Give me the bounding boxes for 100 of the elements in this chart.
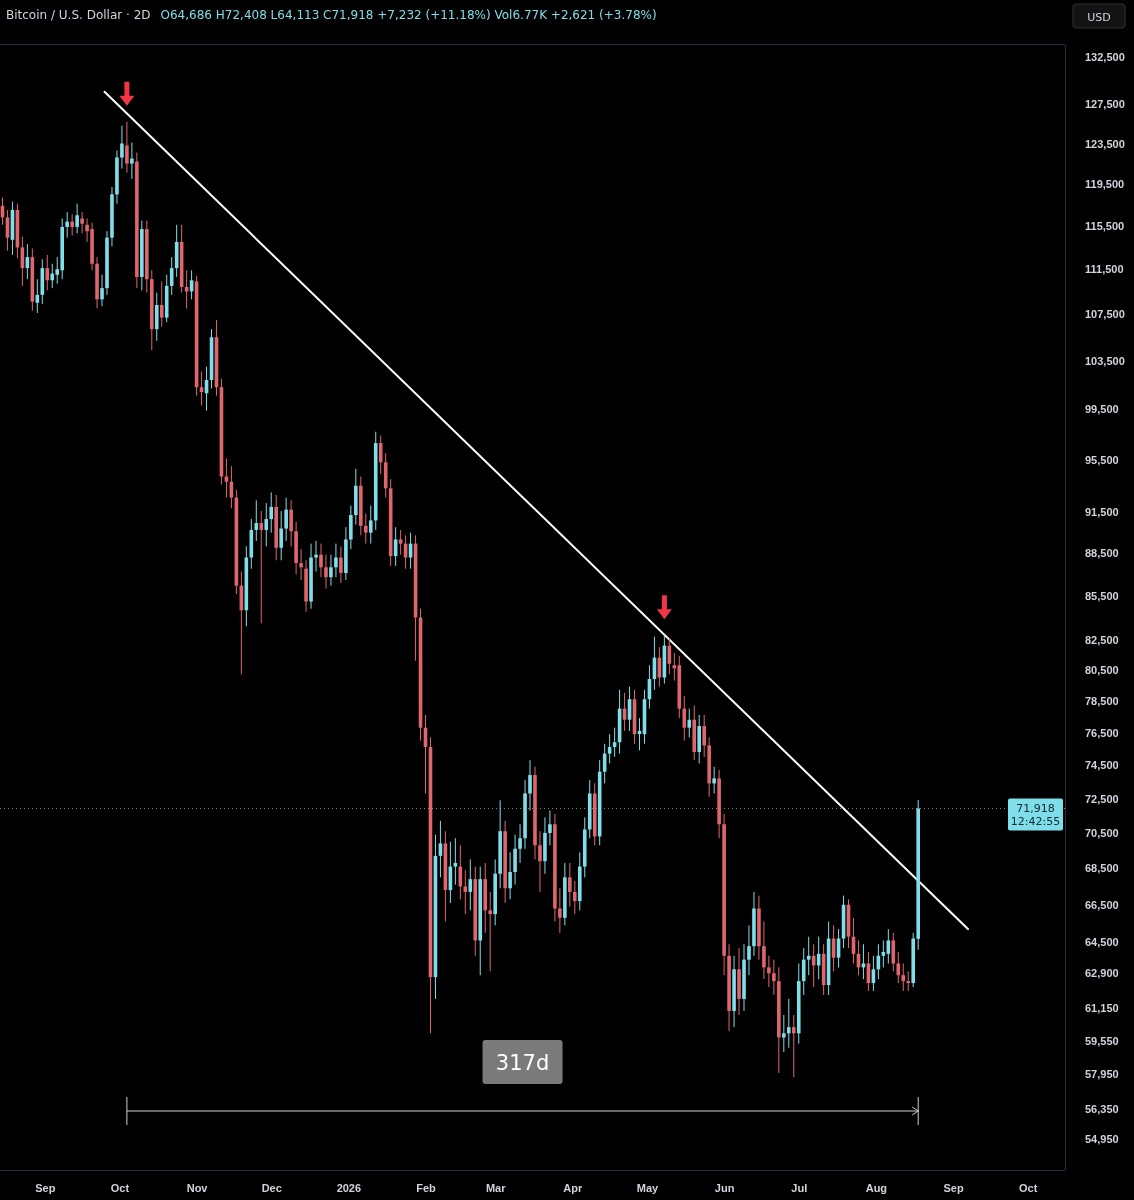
candlestick bbox=[747, 924, 751, 976]
y-tick-label: 78,500 bbox=[1085, 694, 1119, 707]
candlestick bbox=[159, 280, 164, 328]
candlestick bbox=[70, 213, 74, 236]
candlestick bbox=[762, 921, 766, 980]
x-tick-label: Feb bbox=[416, 1181, 437, 1194]
candlestick bbox=[772, 959, 776, 996]
x-tick-label: 2026 bbox=[336, 1181, 362, 1194]
y-tick-label: 103,500 bbox=[1085, 354, 1125, 367]
candlestick bbox=[791, 1014, 796, 1078]
candlestick bbox=[45, 254, 50, 291]
candlestick bbox=[453, 837, 458, 886]
candlestick bbox=[573, 880, 577, 915]
candlestick bbox=[339, 545, 343, 584]
y-tick-label: 61,150 bbox=[1085, 1001, 1119, 1014]
candlestick bbox=[334, 543, 338, 578]
y-tick-label: 123,500 bbox=[1085, 137, 1125, 150]
y-tick-label: 54,950 bbox=[1085, 1133, 1119, 1146]
y-tick-label: 99,500 bbox=[1085, 403, 1119, 416]
y-tick-label: 91,500 bbox=[1085, 506, 1119, 519]
x-tick-label: Jul bbox=[791, 1181, 808, 1194]
candlestick bbox=[125, 121, 129, 174]
candlestick bbox=[259, 510, 264, 624]
y-tick-label: 107,500 bbox=[1085, 308, 1125, 321]
candlestick bbox=[782, 1014, 786, 1053]
x-tick-label: Oct bbox=[1019, 1181, 1038, 1194]
candlestick bbox=[289, 499, 293, 547]
candlestick bbox=[378, 434, 383, 475]
y-tick-label: 57,950 bbox=[1085, 1068, 1119, 1081]
y-tick-label: 64,500 bbox=[1085, 936, 1119, 949]
y-tick-label: 111,500 bbox=[1085, 263, 1124, 276]
candlestick bbox=[906, 970, 911, 992]
candlestick bbox=[687, 708, 692, 738]
x-tick-label: Nov bbox=[186, 1181, 209, 1194]
candlestick bbox=[75, 203, 79, 234]
candlestick bbox=[50, 263, 55, 289]
candlestick bbox=[513, 834, 517, 886]
y-tick-label: 74,500 bbox=[1085, 759, 1119, 772]
y-tick-label: 59,550 bbox=[1085, 1034, 1119, 1047]
annotation: 317d bbox=[495, 1051, 550, 1075]
x-tick-label: Mar bbox=[485, 1181, 507, 1194]
candlestick bbox=[120, 125, 124, 170]
chart-title: Bitcoin / U.S. Dollar · 2D bbox=[6, 8, 151, 22]
y-tick-label: 115,500 bbox=[1085, 219, 1125, 232]
y-tick-label: 80,500 bbox=[1085, 663, 1119, 676]
candlestick bbox=[508, 851, 512, 900]
candlestick bbox=[284, 497, 288, 542]
candlestick bbox=[269, 491, 274, 534]
candlestick bbox=[65, 211, 69, 239]
x-tick-label: Sep bbox=[943, 1181, 964, 1194]
candlestick bbox=[363, 513, 368, 545]
ref-line-label: 71,918 bbox=[1016, 802, 1055, 816]
candlestick bbox=[702, 714, 706, 758]
y-tick-label: 88,500 bbox=[1085, 547, 1119, 560]
candlestick bbox=[130, 142, 134, 180]
candlestick bbox=[548, 809, 552, 846]
candlestick bbox=[254, 499, 259, 542]
x-tick-label: Oct bbox=[110, 1181, 130, 1194]
candlestick bbox=[568, 862, 572, 908]
candlestick bbox=[806, 936, 811, 976]
y-tick-label: 119,500 bbox=[1085, 178, 1125, 191]
annotation: 12:42:55 bbox=[1010, 815, 1061, 829]
candlestick bbox=[767, 955, 771, 988]
candlestick bbox=[264, 502, 269, 547]
candlestick bbox=[558, 887, 562, 934]
candlestick bbox=[801, 947, 806, 996]
y-tick-label: 76,500 bbox=[1085, 726, 1119, 739]
candlestick bbox=[528, 759, 532, 811]
y-tick-label: 66,500 bbox=[1085, 898, 1119, 911]
y-tick-label: 68,500 bbox=[1085, 862, 1119, 875]
candlestick bbox=[329, 554, 333, 587]
candlestick bbox=[712, 766, 716, 794]
candlestick bbox=[538, 830, 542, 893]
y-tick-label: 72,500 bbox=[1085, 792, 1119, 805]
y-tick-label: 70,500 bbox=[1085, 826, 1119, 839]
candlestick bbox=[324, 554, 328, 590]
candlestick bbox=[299, 548, 303, 581]
candlestick bbox=[896, 951, 901, 984]
candlestick bbox=[80, 211, 84, 234]
candlestick bbox=[100, 274, 104, 307]
y-tick-label: 85,500 bbox=[1085, 589, 1119, 602]
y-tick-label: 127,500 bbox=[1085, 98, 1125, 111]
x-tick-label: Apr bbox=[563, 1181, 583, 1194]
candlestick bbox=[901, 963, 906, 992]
candlestick bbox=[463, 869, 468, 915]
candlestick bbox=[368, 505, 373, 545]
y-tick-label: 132,500 bbox=[1085, 51, 1125, 64]
candlestick bbox=[787, 998, 791, 1049]
x-tick-label: Aug bbox=[865, 1181, 888, 1194]
x-tick-label: Jun bbox=[714, 1181, 735, 1194]
candlestick bbox=[279, 510, 283, 561]
candlestick bbox=[682, 695, 687, 742]
candlestick bbox=[607, 733, 612, 764]
candlestick bbox=[518, 823, 522, 864]
y-tick-label: 82,500 bbox=[1085, 633, 1119, 646]
chart-subtitle: O64,686 H72,408 L64,113 C71,918 +7,232 (+11.18%) Vol6.77K +2,621 (+3.78%) bbox=[160, 8, 657, 22]
candlestick bbox=[319, 543, 323, 578]
x-tick-label: Sep bbox=[35, 1181, 56, 1194]
candlestick bbox=[488, 891, 492, 972]
candlestick bbox=[468, 858, 473, 911]
